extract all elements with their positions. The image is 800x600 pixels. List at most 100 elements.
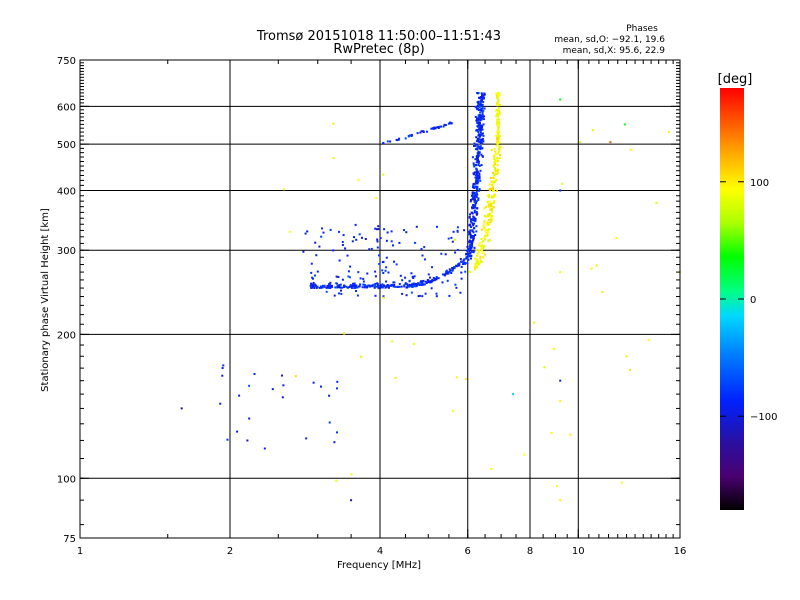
echo-point bbox=[469, 200, 472, 203]
echo-point bbox=[485, 205, 488, 208]
echo-point bbox=[310, 285, 312, 288]
echo-point bbox=[469, 233, 472, 236]
echo-point bbox=[464, 270, 467, 273]
echo-point bbox=[473, 165, 476, 168]
echo-point bbox=[470, 257, 472, 260]
echo-point bbox=[377, 225, 380, 228]
echo-point bbox=[312, 282, 315, 284]
echo-point bbox=[498, 147, 501, 150]
echo-point bbox=[378, 254, 380, 257]
echo-point bbox=[480, 96, 483, 99]
echo-point bbox=[469, 240, 472, 242]
echo-point bbox=[410, 135, 413, 137]
echo-point bbox=[345, 285, 348, 288]
echo-point bbox=[369, 285, 372, 288]
echo-point bbox=[476, 179, 479, 182]
echo-point bbox=[318, 286, 321, 289]
echo-point bbox=[465, 249, 468, 252]
echo-point bbox=[496, 95, 499, 98]
echo-point bbox=[326, 286, 329, 289]
echo-point bbox=[320, 235, 323, 238]
echo-point bbox=[305, 437, 308, 440]
echo-point bbox=[470, 226, 473, 228]
echo-point bbox=[467, 248, 470, 250]
echo-point bbox=[475, 249, 478, 252]
echo-point bbox=[482, 97, 485, 99]
echo-point bbox=[386, 231, 389, 234]
echo-point bbox=[312, 381, 315, 384]
echo-point bbox=[442, 273, 444, 276]
echo-point bbox=[468, 230, 471, 233]
echo-point bbox=[353, 286, 356, 289]
echo-point bbox=[472, 184, 475, 187]
echo-point bbox=[422, 283, 425, 286]
echo-point bbox=[474, 115, 477, 118]
echo-point bbox=[478, 121, 481, 124]
grid-lines bbox=[80, 60, 680, 538]
echo-point bbox=[488, 183, 491, 186]
echo-point bbox=[495, 114, 498, 117]
echo-point bbox=[475, 254, 478, 257]
echo-point bbox=[479, 140, 482, 143]
echo-point bbox=[491, 196, 494, 199]
echo-point bbox=[325, 290, 328, 293]
echo-point bbox=[451, 269, 454, 272]
echo-point bbox=[391, 340, 394, 343]
echo-point bbox=[362, 283, 365, 286]
echo-point bbox=[463, 258, 466, 261]
echo-point bbox=[492, 165, 495, 168]
echo-point bbox=[479, 111, 482, 114]
echo-point bbox=[431, 127, 434, 130]
echo-point bbox=[494, 150, 497, 153]
echo-point bbox=[444, 124, 447, 127]
echo-point bbox=[418, 283, 421, 286]
echo-point bbox=[559, 499, 562, 502]
echo-point bbox=[609, 141, 612, 144]
echo-point bbox=[392, 244, 394, 247]
echo-point bbox=[480, 118, 483, 121]
echo-point bbox=[422, 131, 425, 133]
echo-point bbox=[483, 236, 486, 239]
echo-point bbox=[490, 467, 493, 470]
echo-point bbox=[353, 236, 355, 239]
echo-point bbox=[383, 285, 386, 287]
echo-point bbox=[481, 137, 484, 140]
echo-point bbox=[416, 132, 419, 135]
echo-point bbox=[477, 145, 480, 148]
echo-point bbox=[478, 151, 481, 154]
echo-point bbox=[473, 211, 476, 214]
echo-point bbox=[480, 100, 483, 103]
echo-point bbox=[478, 96, 480, 99]
echo-point bbox=[475, 260, 478, 263]
echo-point bbox=[483, 107, 486, 110]
echo-point bbox=[478, 138, 481, 141]
echo-point bbox=[395, 263, 398, 266]
echo-point bbox=[374, 294, 377, 297]
echo-point bbox=[469, 254, 472, 257]
echo-point bbox=[335, 282, 338, 285]
echo-point bbox=[481, 103, 484, 106]
echo-point bbox=[368, 248, 371, 251]
echo-point bbox=[499, 154, 502, 157]
echo-point bbox=[356, 286, 359, 289]
echo-point bbox=[444, 272, 447, 275]
echo-point bbox=[497, 131, 500, 134]
echo-point bbox=[493, 174, 496, 177]
echo-point bbox=[468, 271, 471, 274]
echo-point bbox=[352, 282, 354, 285]
echo-point bbox=[363, 286, 366, 289]
echo-point bbox=[359, 277, 362, 280]
echo-point bbox=[595, 264, 598, 267]
echo-point bbox=[408, 283, 411, 286]
echo-point bbox=[346, 254, 349, 257]
echo-point bbox=[222, 364, 225, 367]
echo-point bbox=[481, 240, 484, 243]
echo-point bbox=[483, 207, 486, 210]
echo-point bbox=[475, 194, 477, 197]
echo-point bbox=[283, 188, 286, 191]
echo-point bbox=[475, 155, 478, 158]
echo-point bbox=[482, 256, 485, 259]
echo-point bbox=[487, 240, 490, 243]
echo-point bbox=[433, 127, 436, 130]
echo-point bbox=[409, 285, 412, 288]
